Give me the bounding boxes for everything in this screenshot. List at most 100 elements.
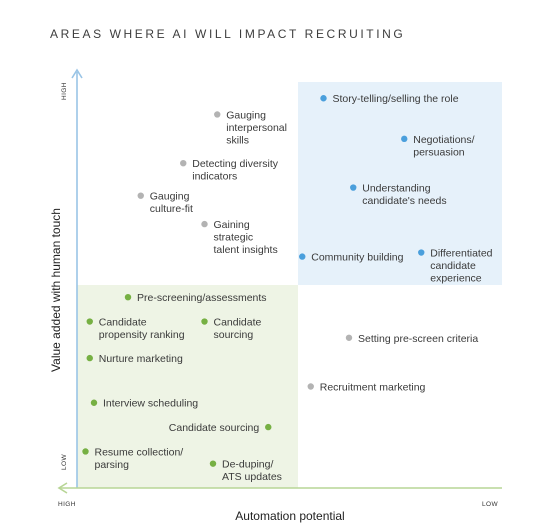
data-point: Gauging interpersonal skills — [214, 109, 287, 146]
point-label-line: Nurture marketing — [99, 353, 183, 365]
data-point: Gauging culture-fit — [137, 191, 193, 216]
y-tick-high: HIGH — [61, 82, 68, 100]
data-point: Detecting diversity indicators — [180, 158, 279, 183]
point-label-line: interpersonal — [226, 122, 287, 134]
point-label-line: De-duping/ — [222, 459, 273, 471]
point-label: De-duping/ATS updates — [222, 459, 282, 484]
y-axis-label: Value added with human touch — [49, 208, 63, 372]
point-label-line: Detecting diversity — [192, 158, 279, 170]
point-marker — [307, 383, 314, 390]
point-label-line: experience — [430, 273, 482, 285]
point-label-line: persuasion — [413, 146, 465, 158]
point-marker — [201, 318, 208, 325]
point-label: Recruitment marketing — [320, 382, 426, 394]
point-marker — [418, 249, 425, 256]
point-marker — [124, 293, 132, 301]
data-point: Negotiations/persuasion — [401, 134, 475, 159]
point-marker — [265, 423, 272, 431]
y-tick-low: LOW — [61, 454, 68, 470]
point-label-line: candidate — [430, 260, 476, 272]
point-label-line: Gaining — [214, 219, 250, 231]
data-point: Community building — [299, 252, 404, 264]
point-label-line: indicators — [192, 171, 237, 183]
point-label-line: Story-telling/selling the role — [333, 93, 459, 105]
point-label-line: parsing — [95, 459, 130, 471]
point-marker — [401, 135, 408, 143]
data-point: De-duping/ATS updates — [209, 459, 282, 484]
point-marker — [180, 160, 187, 167]
point-label-line: strategic — [214, 232, 254, 244]
data-point: Candidate sourcing — [169, 422, 272, 434]
point-marker — [299, 253, 306, 260]
point-label: Gauging interpersonal skills — [226, 109, 287, 146]
x-axis-arrow — [57, 482, 68, 494]
point-label-line: Negotiations/ — [413, 134, 474, 146]
data-point: Story-telling/selling the role — [320, 93, 459, 105]
data-point: Gaining strategic talent insights — [201, 219, 278, 256]
point-marker — [90, 399, 98, 406]
zone-blue — [298, 82, 502, 285]
point-label-line: Community building — [311, 252, 403, 264]
point-label-line: Pre-screening/assessments — [137, 292, 267, 304]
point-marker — [86, 354, 93, 362]
data-point: Differentiated candidate experience — [418, 248, 493, 285]
point-label-line: Understanding — [362, 183, 430, 195]
data-point: Recruitment marketing — [307, 382, 426, 394]
point-label-line: skills — [226, 134, 249, 146]
point-marker — [209, 460, 217, 467]
point-label-line: Recruitment marketing — [320, 382, 426, 394]
point-label-line: Candidate — [214, 317, 262, 329]
point-marker — [86, 318, 93, 325]
data-point: Interview scheduling — [90, 398, 198, 410]
point-marker — [214, 111, 221, 118]
point-marker — [320, 95, 327, 102]
point-label: Interview scheduling — [103, 398, 198, 410]
point-label: Candidate sourcing — [169, 422, 260, 434]
data-point: Setting pre-screen criteria — [345, 333, 478, 345]
point-label: Gauging culture-fit — [150, 191, 193, 216]
x-tick-high: HIGH — [58, 501, 76, 508]
point-label-line: Resume collection/ — [95, 446, 184, 458]
point-label-line: Candidate sourcing — [169, 422, 260, 434]
data-point: Pre-screening/assessments — [124, 292, 267, 304]
data-point: Nurture marketing — [86, 353, 183, 365]
point-label: Nurture marketing — [99, 353, 183, 365]
point-label: Story-telling/selling the role — [333, 93, 459, 105]
y-axis-arrow — [71, 68, 83, 79]
point-label-line: Gauging — [150, 191, 190, 203]
point-label-line: Differentiated — [430, 248, 492, 260]
data-point: Resume collection/parsing — [82, 446, 183, 471]
point-marker — [350, 184, 357, 191]
point-label: Setting pre-screen criteria — [358, 333, 478, 345]
point-label-line: Candidate — [99, 317, 147, 329]
point-label-line: Setting pre-screen criteria — [358, 333, 478, 345]
x-axis-label: Automation potential — [235, 509, 344, 523]
point-label: Understanding candidate's needs — [362, 183, 446, 208]
point-marker — [345, 334, 353, 341]
point-label: Candidate sourcing — [214, 317, 262, 342]
point-label-line: sourcing — [214, 329, 254, 341]
chart-title: AREAS WHERE AI WILL IMPACT RECRUITING — [50, 27, 406, 41]
data-point: Candidate propensity ranking — [86, 317, 185, 342]
point-label-line: Interview scheduling — [103, 398, 198, 410]
x-tick-low: LOW — [482, 501, 498, 508]
point-label-line: talent insights — [214, 244, 278, 256]
zone-green — [77, 285, 298, 488]
point-label: Community building — [311, 252, 403, 264]
data-point: Candidate sourcing — [201, 317, 262, 342]
point-marker — [201, 220, 208, 228]
point-marker — [82, 448, 89, 455]
point-label: Negotiations/persuasion — [413, 134, 474, 159]
point-label: Pre-screening/assessments — [137, 292, 267, 304]
point-label: Differentiated candidate experience — [430, 248, 492, 285]
point-marker — [137, 192, 144, 199]
point-label-line: Gauging — [226, 109, 266, 121]
point-label-line: ATS updates — [222, 471, 282, 483]
point-label: Candidate propensity ranking — [99, 317, 185, 342]
point-label-line: culture-fit — [150, 203, 193, 215]
point-label-line: candidate's needs — [362, 195, 446, 207]
data-point: Understanding candidate's needs — [350, 183, 447, 208]
point-label-line: propensity ranking — [99, 329, 185, 341]
point-label: Detecting diversity indicators — [192, 158, 279, 183]
